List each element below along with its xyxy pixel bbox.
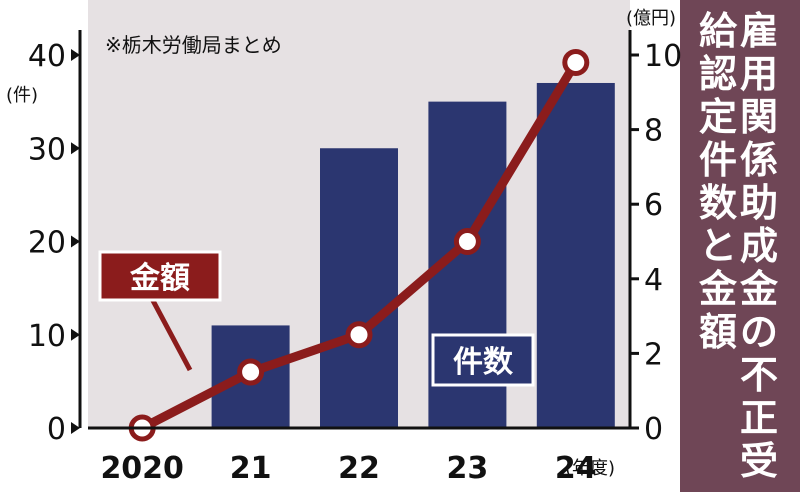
line-series: [128, 48, 590, 442]
amount-point-21: [237, 358, 265, 386]
title-char: 係: [740, 138, 778, 182]
title-char: 給: [699, 9, 738, 53]
left-tick-label: 40: [28, 39, 66, 74]
legend-amount-box: [98, 250, 222, 302]
left-tick-label: 30: [28, 132, 66, 167]
legend-count-box: [431, 333, 535, 387]
title-panel: [680, 0, 800, 492]
title-char: と: [699, 224, 737, 268]
left-tick-mark: [71, 422, 80, 434]
title-char: の: [740, 310, 778, 354]
title-char: 助: [740, 181, 778, 225]
right-tick-label: 4: [644, 263, 663, 298]
left-tick-mark: [71, 328, 80, 341]
right-tick-label: 6: [644, 188, 663, 223]
title-char: 成: [740, 224, 778, 268]
title-char: 金: [698, 267, 738, 311]
amount-point-24: [562, 48, 590, 76]
legend-amount-leader: [147, 293, 193, 372]
title-char: 受: [740, 439, 778, 483]
left-tick-mark: [71, 142, 80, 155]
left-tick-mark: [71, 49, 80, 61]
right-tick-label: 8: [644, 114, 663, 149]
title-char: 不: [740, 353, 778, 397]
legend-amount: 金額: [98, 250, 222, 372]
axes: [71, 30, 639, 434]
right-axis-unit: (億円): [626, 8, 676, 29]
title-char: 認: [699, 52, 737, 96]
right-tick-label: 2: [644, 337, 663, 372]
title-char: 件: [699, 138, 737, 182]
right-tick-label: 0: [644, 412, 663, 447]
bar-24: [536, 82, 615, 428]
title-char: 額: [699, 310, 737, 354]
legend-amount-label: 金額: [129, 261, 190, 296]
bar-series: [211, 82, 615, 428]
title-char: 数: [699, 181, 737, 225]
left-axis-unit: (件): [6, 85, 38, 106]
x-tick-label: 2020: [100, 451, 184, 486]
source-note: ※栃木労働局まとめ: [105, 33, 282, 57]
title-char: 金: [739, 267, 779, 311]
x-tick-label: 21: [230, 451, 272, 486]
title-char: 用: [740, 52, 778, 96]
title-char: 関: [740, 95, 778, 139]
amount-point-22: [345, 321, 373, 349]
legend-count-label: 件数: [453, 345, 514, 380]
x-tick-label: 24: [555, 451, 597, 486]
left-tick-label: 0: [47, 412, 66, 447]
left-tick-mark: [71, 235, 80, 248]
x-tick-label: 23: [447, 451, 489, 486]
x-tick-label: 22: [338, 451, 380, 486]
title-char: 正: [740, 396, 778, 440]
title-char: 定: [699, 95, 737, 139]
amount-point-23: [453, 228, 481, 255]
left-tick-label: 10: [28, 319, 66, 354]
title-char: 雇: [740, 9, 778, 53]
left-tick-label: 20: [28, 226, 66, 261]
right-tick-label: 10: [644, 39, 682, 74]
x-axis-unit: (年度): [565, 458, 615, 479]
bar-22: [320, 148, 398, 428]
legend-count: 件数: [431, 333, 535, 387]
